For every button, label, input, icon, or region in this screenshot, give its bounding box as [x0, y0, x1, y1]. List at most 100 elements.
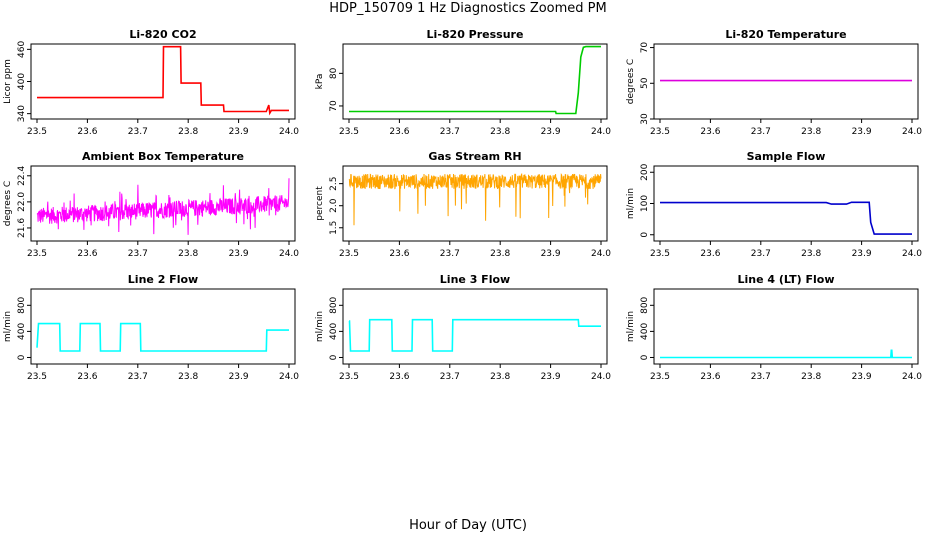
x-tick-label: 24.0: [591, 249, 611, 259]
x-tick-label: 23.6: [77, 249, 97, 259]
x-tick-label: 23.7: [128, 127, 148, 137]
y-axis-label: percent: [315, 186, 325, 221]
series-line: [660, 201, 912, 235]
x-tick-label: 23.9: [229, 372, 249, 382]
y-tick-label: 0: [329, 354, 339, 360]
series-line: [36, 178, 290, 235]
y-tick-label: 800: [640, 296, 650, 313]
y-tick-label: 400: [17, 323, 27, 340]
x-tick-label: 23.8: [801, 127, 821, 137]
panel-6: Line 2 Flow 23.5 23.6 23.7 23.8 23.9 24.0 0 400 8…: [3, 273, 299, 382]
x-tick-label: 23.7: [440, 127, 460, 137]
x-tick-label: 23.6: [389, 127, 409, 137]
x-tick-label: 23.5: [339, 372, 359, 382]
y-axis-label: ml/min: [315, 311, 325, 342]
y-tick-label: 80: [329, 67, 339, 79]
y-tick-label: 200: [640, 163, 650, 180]
panel-title: Ambient Box Temperature: [82, 150, 244, 163]
panel-0: Li-820 CO2 23.5 23.6 23.7 23.8 23.9 24.0 340 400…: [3, 28, 299, 137]
panel-title: Line 3 Flow: [440, 273, 510, 286]
y-axis-label: ml/min: [626, 311, 636, 342]
x-tick-label: 23.6: [700, 372, 720, 382]
panel-5: Sample Flow 23.5 23.6 23.7 23.8 23.9 24.0 0 100 2…: [626, 150, 922, 259]
x-tick-label: 24.0: [902, 249, 922, 259]
x-tick-label: 23.6: [77, 127, 97, 137]
plot-frame: [30, 288, 296, 365]
y-tick-label: 400: [17, 73, 27, 90]
x-tick-label: 23.8: [490, 249, 510, 259]
y-tick-label: 0: [640, 354, 650, 360]
x-tick-label: 24.0: [591, 372, 611, 382]
x-tick-label: 23.8: [801, 249, 821, 259]
y-axis-label: ml/min: [626, 188, 636, 219]
figure-title: HDP_150709 1 Hz Diagnostics Zoomed PM: [329, 1, 607, 16]
x-tick-label: 23.8: [801, 372, 821, 382]
x-tick-label: 24.0: [279, 372, 299, 382]
y-tick-label: 70: [329, 100, 339, 112]
x-tick-label: 23.8: [178, 249, 198, 259]
y-tick-label: 22.0: [17, 192, 27, 212]
x-axis-label: Hour of Day (UTC): [409, 518, 527, 533]
x-tick-label: 24.0: [279, 249, 299, 259]
x-tick-label: 23.9: [541, 372, 561, 382]
y-tick-label: 0: [17, 354, 27, 360]
x-tick-label: 23.5: [27, 249, 47, 259]
plot-frame: [342, 43, 608, 120]
x-tick-label: 23.7: [751, 127, 771, 137]
x-tick-label: 23.9: [852, 249, 872, 259]
y-tick-label: 50: [640, 77, 650, 89]
x-tick-label: 23.9: [541, 249, 561, 259]
series-line: [349, 45, 601, 115]
x-tick-label: 23.6: [77, 372, 97, 382]
panel-title: Li-820 Temperature: [725, 28, 846, 41]
y-tick-label: 2.5: [329, 176, 339, 190]
y-tick-label: 22.4: [17, 165, 27, 185]
x-tick-label: 23.5: [27, 372, 47, 382]
panel-title: Line 2 Flow: [128, 273, 198, 286]
y-tick-label: 800: [17, 296, 27, 313]
panel-title: Gas Stream RH: [428, 150, 521, 163]
panel-3: Ambient Box Temperature 23.5 23.6 23.7 23.8 2…: [3, 150, 299, 259]
x-tick-label: 23.5: [339, 249, 359, 259]
x-tick-label: 23.8: [490, 372, 510, 382]
plot-frame: [30, 165, 296, 242]
x-tick-label: 23.5: [27, 127, 47, 137]
y-tick-label: 70: [640, 42, 650, 54]
y-tick-label: 1.5: [329, 221, 339, 235]
y-tick-label: 400: [329, 323, 339, 340]
x-tick-label: 23.8: [178, 127, 198, 137]
x-tick-label: 23.5: [650, 372, 670, 382]
plot-frame: [653, 288, 919, 365]
plot-frame: [342, 288, 608, 365]
x-tick-label: 23.7: [128, 249, 148, 259]
y-tick-label: 460: [17, 40, 27, 57]
x-tick-label: 24.0: [902, 372, 922, 382]
panel-4: Gas Stream RH 23.5 23.6 23.7 23.8 23.9 24.0 1.5…: [315, 150, 611, 259]
x-tick-label: 23.7: [128, 372, 148, 382]
x-tick-label: 23.6: [389, 249, 409, 259]
y-axis-label: ml/min: [3, 311, 13, 342]
x-tick-label: 23.9: [852, 372, 872, 382]
y-axis-label: degrees C: [3, 181, 13, 226]
x-tick-label: 23.9: [229, 249, 249, 259]
x-tick-label: 23.6: [700, 249, 720, 259]
x-tick-label: 23.7: [751, 249, 771, 259]
x-tick-label: 23.5: [650, 127, 670, 137]
panel-title: Line 4 (LT) Flow: [738, 273, 835, 286]
x-tick-label: 24.0: [279, 127, 299, 137]
x-tick-label: 23.8: [178, 372, 198, 382]
x-tick-label: 23.8: [490, 127, 510, 137]
series-line: [37, 45, 289, 116]
panel-1: Li-820 Pressure 23.5 23.6 23.7 23.8 23.9 24.0 7…: [315, 28, 611, 137]
y-tick-label: 21.6: [17, 218, 27, 238]
series-line: [660, 349, 912, 359]
x-tick-label: 23.9: [852, 127, 872, 137]
y-tick-label: 400: [640, 323, 650, 340]
plot-frame: [342, 165, 608, 242]
panel-2: Li-820 Temperature 23.5 23.6 23.7 23.8 23.9 24…: [626, 28, 922, 137]
x-tick-label: 23.9: [229, 127, 249, 137]
panel-title: Sample Flow: [747, 150, 826, 163]
series-line: [348, 172, 602, 226]
x-tick-label: 23.7: [751, 372, 771, 382]
